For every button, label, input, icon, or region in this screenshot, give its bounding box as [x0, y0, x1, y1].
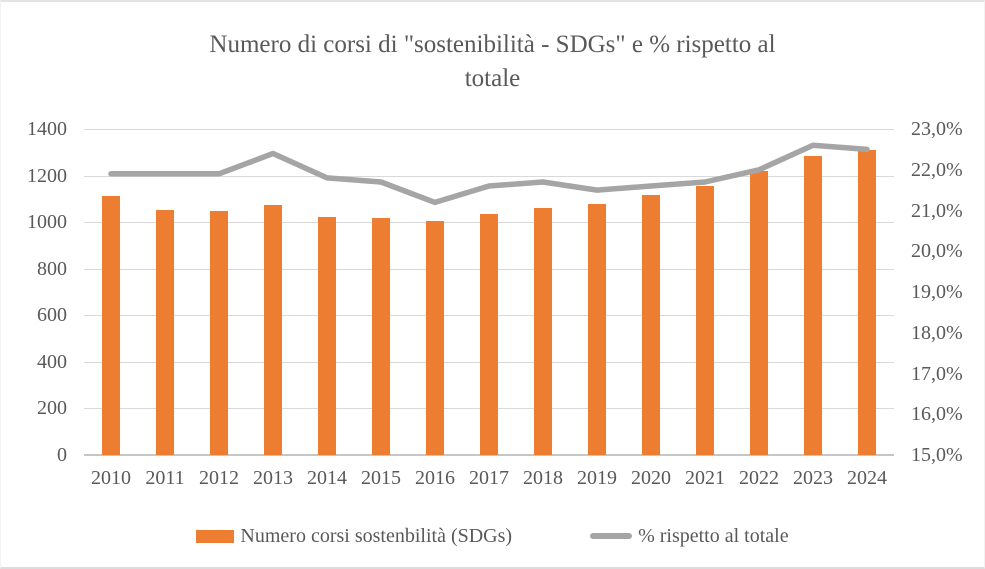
left-axis-label-1200: 1200: [27, 164, 67, 187]
left-axis-label-1000: 1000: [27, 211, 67, 234]
bar-2021: [696, 185, 714, 455]
right-axis-label-16: 16,0%: [911, 403, 963, 426]
gridline-1400: [84, 129, 894, 130]
bar-2013: [264, 205, 282, 455]
bar-series-swatch-icon: [196, 529, 235, 543]
x-axis-label-2020: 2020: [631, 467, 671, 489]
legend-label-line: % rispetto al totale: [638, 525, 789, 547]
right-axis-label-21: 21,0%: [911, 199, 963, 222]
x-axis-label-2024: 2024: [847, 467, 887, 489]
x-axis-label-2012: 2012: [199, 467, 239, 489]
bar-2022: [750, 171, 768, 455]
legend-label-bars: Numero corsi sostenbilità (SDGs): [240, 525, 513, 547]
legend-item-bars: Numero corsi sostenbilità (SDGs): [196, 523, 512, 549]
bar-2018: [534, 207, 552, 455]
x-axis-label-2011: 2011: [145, 467, 185, 489]
x-axis-label-2010: 2010: [91, 467, 131, 489]
x-axis-label-2022: 2022: [739, 467, 779, 489]
bar-2012: [210, 211, 228, 455]
x-axis-line: [84, 454, 894, 456]
bar-2023: [804, 155, 822, 455]
right-axis-label-23: 23,0%: [911, 118, 963, 140]
bar-2017: [480, 213, 498, 455]
bar-2019: [588, 204, 606, 455]
right-axis-label-19: 19,0%: [911, 281, 963, 303]
legend: Numero corsi sostenbilità (SDGs) % rispe…: [1, 523, 984, 549]
chart-title-line-1: Numero di corsi di "sostenibilità - SDGs…: [209, 31, 776, 58]
bar-2016: [426, 221, 444, 455]
line-series-swatch-icon: [590, 533, 633, 539]
legend-item-line: % rispetto al totale: [590, 523, 789, 549]
left-axis-label-200: 200: [37, 397, 67, 420]
bar-2024: [858, 149, 876, 455]
bar-2014: [318, 216, 336, 455]
bar-2011: [156, 210, 174, 455]
x-axis-label-2016: 2016: [415, 467, 455, 489]
left-axis-label-0: 0: [57, 444, 67, 466]
right-axis-label-20: 20,0%: [911, 240, 963, 263]
x-axis-label-2023: 2023: [793, 467, 833, 489]
bar-2015: [372, 217, 390, 455]
x-axis-label-2018: 2018: [523, 467, 563, 489]
left-axis-label-800: 800: [37, 257, 67, 280]
right-axis-label-17: 17,0%: [911, 362, 963, 385]
bar-2010: [102, 195, 120, 455]
right-axis-label-15: 15,0%: [911, 444, 963, 466]
x-axis-label-2014: 2014: [307, 467, 347, 489]
chart-title: Numero di corsi di "sostenibilità - SDGs…: [1, 28, 984, 96]
left-axis-label-400: 400: [37, 350, 67, 373]
x-axis-label-2013: 2013: [253, 467, 293, 489]
gridline-1200: [84, 175, 894, 177]
bar-2020: [642, 194, 660, 455]
x-axis-label-2015: 2015: [361, 467, 401, 489]
right-axis-label-18: 18,0%: [911, 321, 963, 344]
x-axis-label-2017: 2017: [469, 467, 509, 489]
x-axis-label-2019: 2019: [577, 467, 617, 489]
left-axis-label-1400: 1400: [27, 118, 67, 140]
x-axis-label-2021: 2021: [685, 467, 725, 489]
chart-title-line-2: totale: [464, 65, 521, 92]
left-axis-label-600: 600: [37, 304, 67, 327]
right-axis-label-22: 22,0%: [911, 158, 963, 181]
